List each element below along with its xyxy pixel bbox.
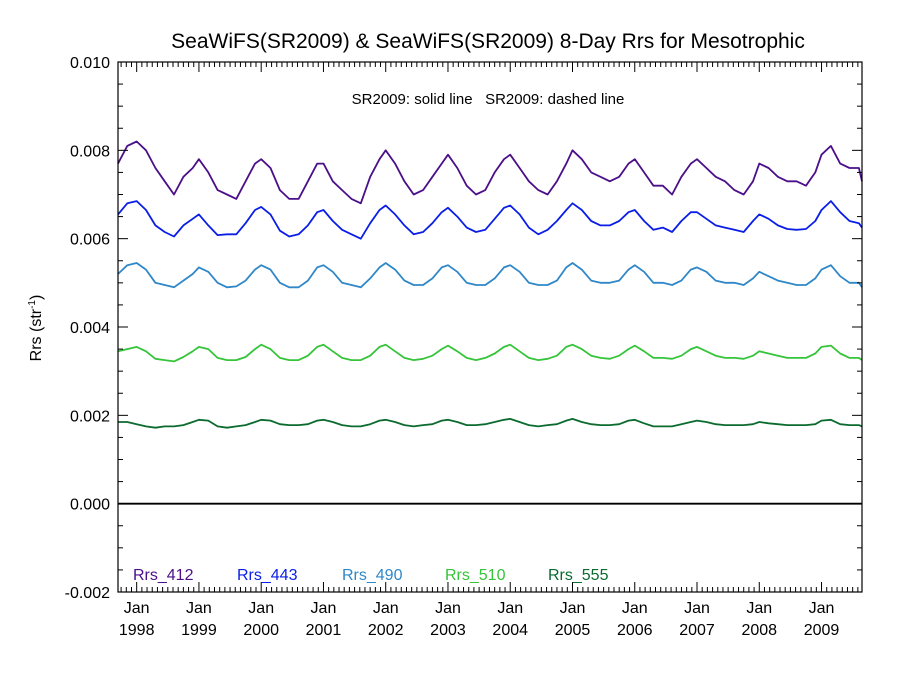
legend-entry-rrs-555: Rrs_555 (548, 567, 609, 584)
x-tick-label-month: Jan (622, 600, 648, 617)
y-tick-label: 0.010 (70, 55, 110, 72)
x-tick-label-year: 2000 (243, 622, 279, 639)
x-tick-label-month: Jan (124, 600, 150, 617)
x-tick-label-year: 2001 (306, 622, 342, 639)
plot-frame (117, 61, 863, 593)
y-tick-label: -0.002 (65, 585, 110, 602)
x-tick-label-year: 2008 (741, 622, 777, 639)
x-tick-label-month: Jan (809, 600, 835, 617)
x-tick-label-month: Jan (560, 600, 586, 617)
x-tick-label-year: 2009 (804, 622, 840, 639)
x-tick-label-month: Jan (497, 600, 523, 617)
x-tick-label-month: Jan (435, 600, 461, 617)
legend-entry-rrs-412: Rrs_412 (133, 567, 194, 584)
plot-area: -0.002 0.000 0.002 0.004 0.006 0.008 0.010 Jan 1… (65, 55, 863, 639)
y-axis-label: Rrs (str-1) (27, 295, 45, 362)
x-tick-label-year: 2002 (368, 622, 404, 639)
x-tick-label-year: 2004 (492, 622, 528, 639)
y-axis-label-exponent: -1 (27, 300, 38, 309)
series-line-rrs-412 (117, 140, 863, 205)
legend-entry-rrs-490: Rrs_490 (342, 567, 403, 584)
y-tick-label: 0.006 (70, 232, 110, 249)
y-axis-label-suffix: ) (28, 295, 45, 300)
x-tick-label-month: Jan (186, 600, 212, 617)
series-line-rrs-443 (117, 200, 863, 240)
series-line-rrs-510 (117, 343, 863, 363)
y-tick-label: 0.002 (70, 408, 110, 425)
x-tick-label-year: 2007 (679, 622, 715, 639)
y-tick-label: 0.004 (70, 320, 110, 337)
x-tick-label-year: 1998 (119, 622, 155, 639)
x-tick-label-month: Jan (684, 600, 710, 617)
series-line-rrs-490 (117, 262, 863, 289)
line-style-annotation: SR2009: solid line SR2009: dashed line (352, 91, 625, 108)
x-tick-label-month: Jan (746, 600, 772, 617)
series-line-rrs-555 (118, 417, 863, 429)
y-tick-label: 0.000 (70, 497, 110, 514)
x-tick-label-year: 2005 (555, 622, 591, 639)
x-tick-label-month: Jan (373, 600, 399, 617)
x-tick-label-month: Jan (311, 600, 337, 617)
legend-entry-rrs-510: Rrs_510 (445, 567, 506, 584)
y-tick-label: 0.008 (70, 143, 110, 160)
x-tick-label-year: 1999 (181, 622, 217, 639)
x-tick-label-month: Jan (248, 600, 274, 617)
chart-title: SeaWiFS(SR2009) & SeaWiFS(SR2009) 8-Day … (171, 30, 805, 53)
x-tick-label-year: 2003 (430, 622, 466, 639)
x-tick-label-year: 2006 (617, 622, 653, 639)
legend-entry-rrs-443: Rrs_443 (237, 567, 298, 584)
y-axis-label-text: Rrs (str (28, 308, 45, 361)
